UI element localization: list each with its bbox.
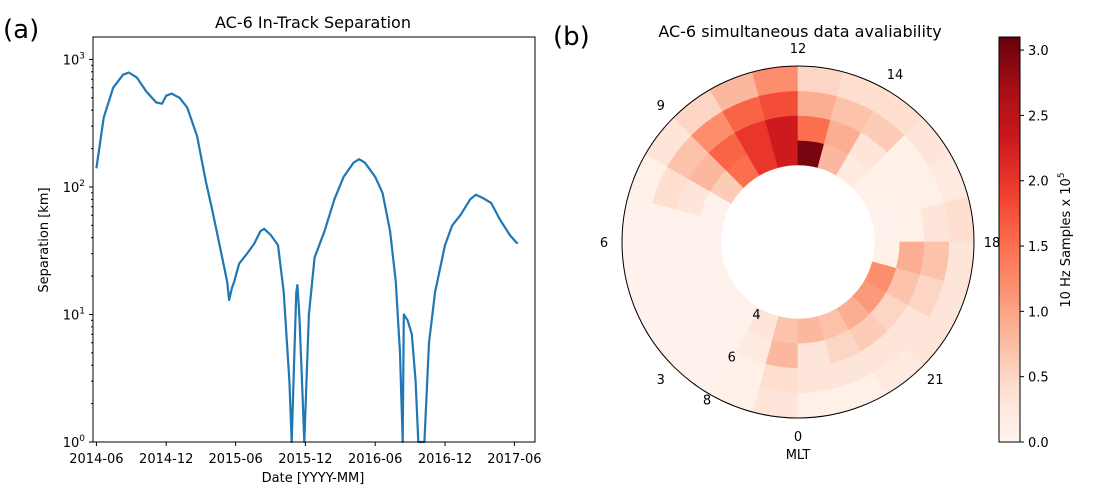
y-tick-label-base: 10 xyxy=(63,181,80,196)
heatmap-cell xyxy=(646,202,677,243)
x-tick-label: 2017-06 xyxy=(487,452,541,467)
panel-a-label: (a) xyxy=(3,15,39,45)
panel-a-series-line xyxy=(95,71,519,444)
y-tick-label-exp: 3 xyxy=(79,51,85,61)
panel-a: (a) AC-6 In-Track Separation 10010110210… xyxy=(3,13,542,486)
panel-a-y-axis-label: Separation [km] xyxy=(37,187,52,292)
y-tick-label-base: 10 xyxy=(63,308,80,323)
x-tick-label: 2015-12 xyxy=(278,452,332,467)
y-tick-label-base: 10 xyxy=(63,436,80,451)
x-tick-label: 2016-06 xyxy=(348,452,402,467)
mlt-labels: 12 9 6 3 0 21 18 14 xyxy=(600,42,1000,445)
mlt-label: 14 xyxy=(887,68,904,83)
x-tick-label: 2014-06 xyxy=(69,452,123,467)
colorbar-tick-label: 2.5 xyxy=(1028,109,1049,124)
heatmap-cell xyxy=(758,363,799,394)
polar-outer-circle xyxy=(621,65,975,419)
heatmap-cell xyxy=(919,241,950,282)
panel-b-x-axis-label: MLT xyxy=(786,448,811,463)
heatmap-cell xyxy=(797,363,838,394)
heatmap-cell xyxy=(646,241,677,282)
colorbar-label: 10 Hz Samples x 105 xyxy=(1057,172,1074,307)
x-tick-label: 2014-12 xyxy=(139,452,193,467)
panel-a-title: AC-6 In-Track Separation xyxy=(215,13,411,32)
x-tick-label: 2015-06 xyxy=(208,452,262,467)
radial-labels: 4 6 8 xyxy=(703,308,761,409)
series-line xyxy=(95,71,519,444)
mlt-label: 6 xyxy=(600,236,608,251)
y-tick-label-base: 10 xyxy=(63,53,80,68)
y-tick-label: 101 xyxy=(63,306,85,323)
y-tick-label: 102 xyxy=(63,179,85,196)
colorbar-tick-label: 2.0 xyxy=(1028,175,1049,190)
mlt-label: 21 xyxy=(927,373,944,388)
mlt-label: 9 xyxy=(657,99,665,114)
panel-b: (b) AC-6 simultaneous data avaliability … xyxy=(553,22,1074,463)
radial-label: 6 xyxy=(728,351,736,366)
colorbar-label-base: 10 Hz Samples x 10 xyxy=(1059,178,1074,307)
y-tick-label: 100 xyxy=(63,434,86,451)
heatmap-cell xyxy=(919,202,950,243)
colorbar-tick-label: 0.0 xyxy=(1028,436,1049,451)
mlt-label: 18 xyxy=(984,236,1001,251)
y-tick-label-exp: 0 xyxy=(79,434,85,444)
y-tick-label: 103 xyxy=(63,51,85,68)
mlt-label: 3 xyxy=(657,373,665,388)
x-tick-label: 2016-12 xyxy=(418,452,472,467)
colorbar-tick-label: 0.5 xyxy=(1028,371,1049,386)
panel-a-plot-frame xyxy=(92,36,536,443)
heatmap-cell xyxy=(797,90,838,121)
colorbar-ticks: 0.0 0.5 1.0 1.5 2.0 2.5 3.0 xyxy=(1020,44,1049,451)
panel-a-x-ticks: 2014-06 2014-12 2015-06 2015-12 2016-06 2016-… xyxy=(69,442,542,467)
panel-a-x-axis-label: Date [YYYY-MM] xyxy=(262,471,365,486)
radial-label: 8 xyxy=(703,394,711,409)
colorbar-tick-label: 1.5 xyxy=(1028,240,1049,255)
colorbar-tick-label: 1.0 xyxy=(1028,305,1049,320)
colorbar xyxy=(998,36,1021,443)
polar-heatmap-cells xyxy=(621,65,975,419)
colorbar-label-exp: 5 xyxy=(1057,172,1067,178)
colorbar-tick-label: 3.0 xyxy=(1028,44,1049,59)
heatmap-cell xyxy=(758,90,799,121)
mlt-label: 0 xyxy=(794,430,802,445)
radial-label: 4 xyxy=(752,308,760,323)
y-tick-label-exp: 1 xyxy=(79,306,85,316)
panel-b-title: AC-6 simultaneous data avaliability xyxy=(658,22,941,41)
y-tick-label-exp: 2 xyxy=(79,179,85,189)
panel-b-label: (b) xyxy=(553,22,590,52)
mlt-label: 12 xyxy=(790,42,807,57)
